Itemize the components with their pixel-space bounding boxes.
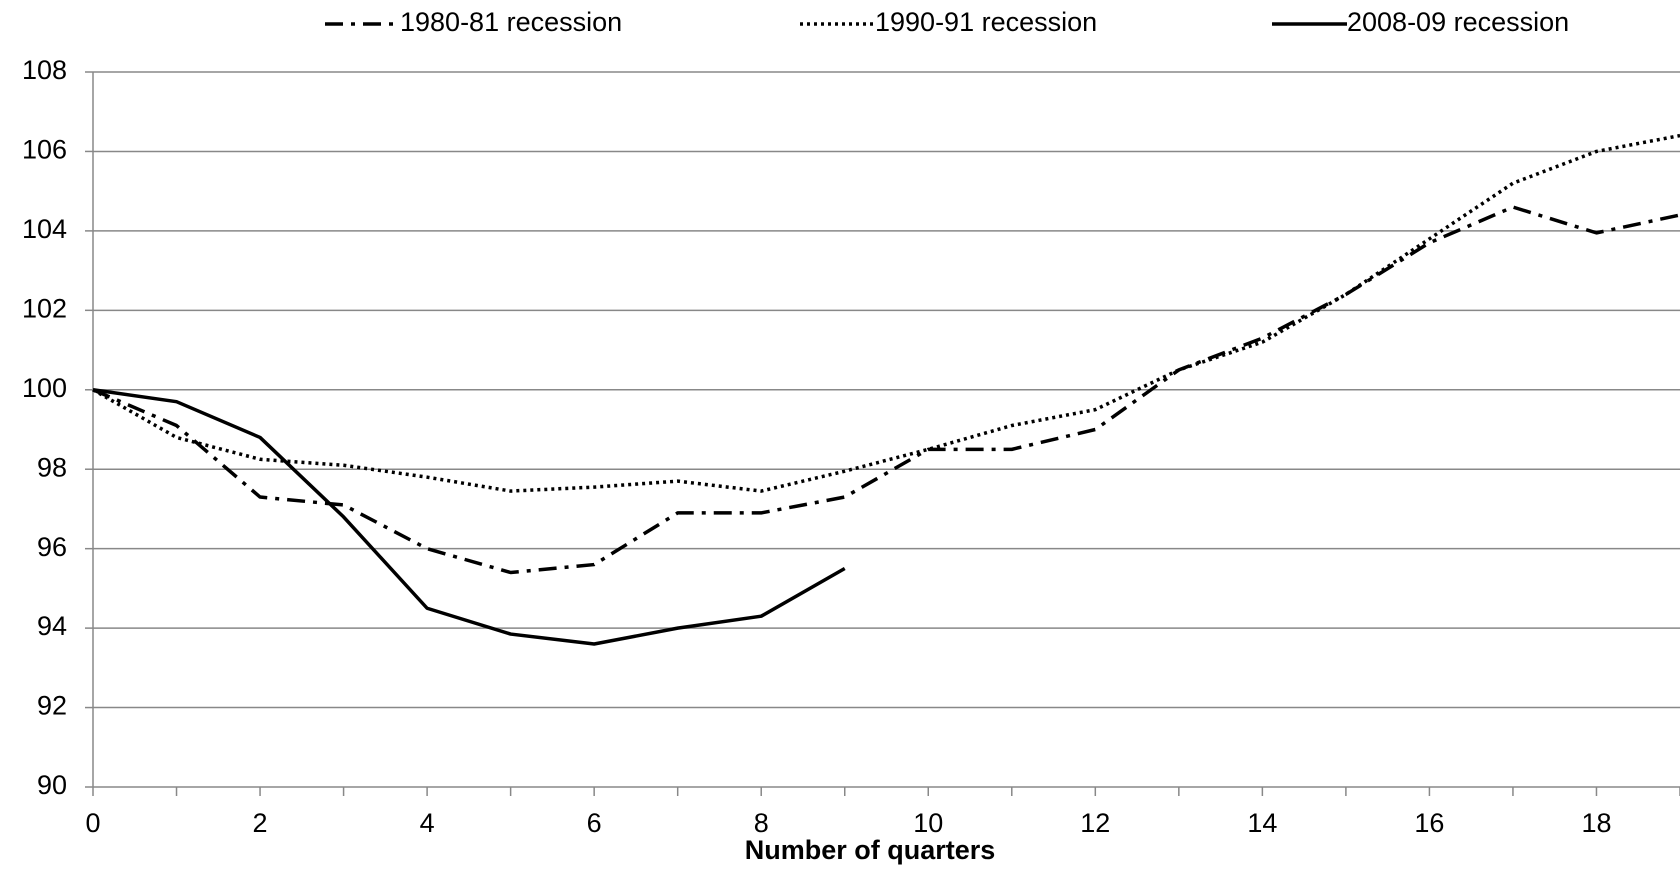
- series-line: [92, 205, 1680, 575]
- x-tick-label: 18: [1581, 808, 1611, 838]
- series-line: [92, 388, 846, 646]
- x-tick-label: 6: [587, 808, 602, 838]
- y-tick-label: 106: [22, 135, 67, 165]
- y-tick-label: 90: [37, 770, 67, 800]
- y-tick-label: 104: [22, 214, 67, 244]
- y-tick-label: 100: [22, 373, 67, 403]
- y-tick-label: 98: [37, 452, 67, 482]
- y-tick-label: 92: [37, 691, 67, 721]
- series-line: [92, 133, 1680, 493]
- y-tick-label: 102: [22, 293, 67, 323]
- y-tick-label: 96: [37, 532, 67, 562]
- legend-label: 1990-91 recession: [875, 7, 1097, 37]
- x-tick-label: 0: [85, 808, 100, 838]
- y-tick-label: 94: [37, 611, 67, 641]
- x-tick-label: 16: [1414, 808, 1444, 838]
- legend-label: 1980-81 recession: [400, 7, 622, 37]
- x-tick-label: 4: [420, 808, 435, 838]
- y-tick-label: 108: [22, 55, 67, 85]
- x-tick-label: 2: [253, 808, 268, 838]
- x-tick-label: 8: [754, 808, 769, 838]
- x-tick-label: 10: [913, 808, 943, 838]
- legend-label: 2008-09 recession: [1347, 7, 1569, 37]
- x-tick-label: 14: [1247, 808, 1277, 838]
- x-axis-label: Number of quarters: [745, 835, 996, 865]
- x-tick-label: 12: [1080, 808, 1110, 838]
